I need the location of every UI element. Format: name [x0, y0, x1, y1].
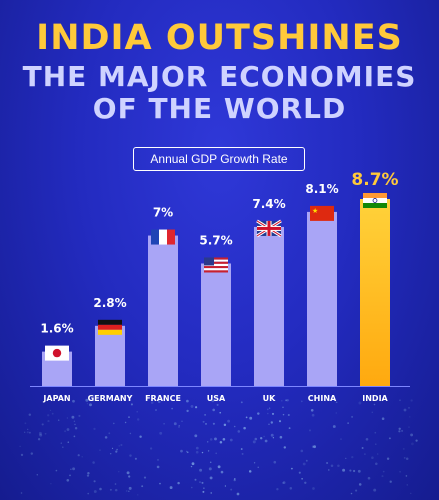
- value-label-france: 7%: [153, 206, 173, 220]
- bar-usa: [201, 263, 231, 386]
- category-label-usa: USA: [207, 394, 226, 403]
- value-label-uk: 7.4%: [252, 197, 285, 211]
- world-map-dots-decoration: [19, 398, 418, 496]
- value-label-germany: 2.8%: [93, 296, 126, 310]
- chart-subtitle-box: Annual GDP Growth Rate: [133, 147, 305, 171]
- category-label-india: INDIA: [362, 394, 388, 403]
- value-label-japan: 1.6%: [40, 322, 73, 336]
- bar-india: [360, 199, 390, 386]
- usa-flag-icon: [204, 257, 228, 273]
- france-flag-icon: [151, 229, 175, 245]
- category-label-china: CHINA: [308, 394, 337, 403]
- bar-germany: [95, 325, 125, 386]
- bar-uk: [254, 226, 284, 386]
- india-flag-icon: [363, 193, 387, 208]
- category-label-japan: JAPAN: [42, 394, 70, 403]
- category-label-france: FRANCE: [145, 394, 181, 403]
- category-label-germany: GERMANY: [88, 394, 133, 403]
- value-label-china: 8.1%: [305, 182, 338, 196]
- value-label-usa: 5.7%: [199, 233, 232, 247]
- value-label-india: 8.7%: [351, 170, 398, 190]
- title-line-1: INDIA OUTSHINES: [36, 18, 403, 58]
- germany-flag-icon: [98, 319, 122, 335]
- bar-china: [307, 211, 337, 386]
- japan-flag-icon: [45, 345, 69, 361]
- china-flag-icon: ★: [310, 205, 334, 221]
- svg-text:★: ★: [312, 207, 318, 215]
- uk-flag-icon: [256, 219, 282, 238]
- title-line-3: OF THE WORLD: [92, 92, 347, 125]
- title-line-2: THE MAJOR ECONOMIES: [22, 60, 417, 93]
- bar-france: [148, 235, 178, 386]
- category-label-uk: UK: [263, 394, 276, 403]
